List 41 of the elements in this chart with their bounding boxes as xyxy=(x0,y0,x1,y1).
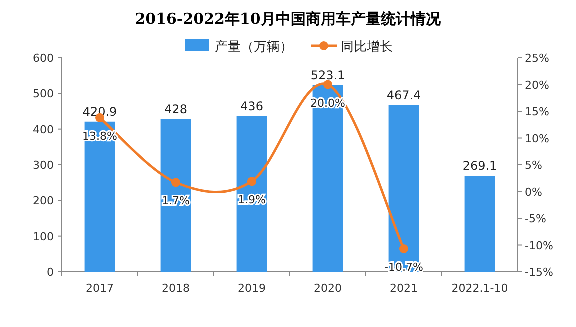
y-tick-label: 300 xyxy=(33,159,54,172)
x-tick-label: 2018 xyxy=(162,282,190,295)
y-tick-label: 100 xyxy=(33,230,54,244)
x-tick-label: 2019 xyxy=(238,282,266,295)
y-tick-label: 400 xyxy=(33,123,54,136)
legend-label: 产量（万辆） xyxy=(215,40,293,55)
y-tick-label: 500 xyxy=(33,88,54,101)
data-label: 523.1 xyxy=(310,68,346,82)
y2-tick-label: 5% xyxy=(525,159,542,172)
x-tick-label: 2020 xyxy=(314,282,342,295)
y2-tick-label: 20% xyxy=(525,78,550,92)
point xyxy=(324,80,332,90)
data-label: 428 xyxy=(164,102,188,116)
y-tick-label: 600 xyxy=(33,52,54,65)
bar xyxy=(236,116,268,272)
x-tick-label: 2021 xyxy=(390,282,418,295)
data-label: 1.9% xyxy=(238,194,266,207)
point xyxy=(172,178,180,188)
y2-tick-label: -5% xyxy=(525,212,546,226)
y2-tick-label: 25% xyxy=(525,52,550,65)
y-tick-label: 0 xyxy=(47,266,54,279)
bar xyxy=(84,122,116,272)
data-label: 269.1 xyxy=(462,159,498,174)
point xyxy=(400,244,408,254)
bar xyxy=(312,85,344,272)
legend-label: 同比增长 xyxy=(341,40,393,55)
x-tick-label: 2017 xyxy=(86,282,114,295)
data-label: 436 xyxy=(240,99,264,114)
y2-tick-label: 15% xyxy=(525,106,550,118)
data-label: 467.4 xyxy=(386,88,422,102)
bar xyxy=(160,119,192,272)
y2-tick-label: 0% xyxy=(525,186,542,199)
point xyxy=(248,177,256,186)
bar xyxy=(464,176,496,272)
y2-tick-label: -10% xyxy=(525,239,554,252)
y2-tick-label: 10% xyxy=(525,132,550,146)
data-label: 1.7% xyxy=(162,194,190,208)
x-tick-label: 2022.1-10 xyxy=(452,282,508,295)
y-tick-label: 200 xyxy=(33,194,54,208)
chart-title: 2016-2022年10月中国商用车产量统计情况 xyxy=(135,10,442,28)
y2-tick-label: -15% xyxy=(525,266,554,279)
